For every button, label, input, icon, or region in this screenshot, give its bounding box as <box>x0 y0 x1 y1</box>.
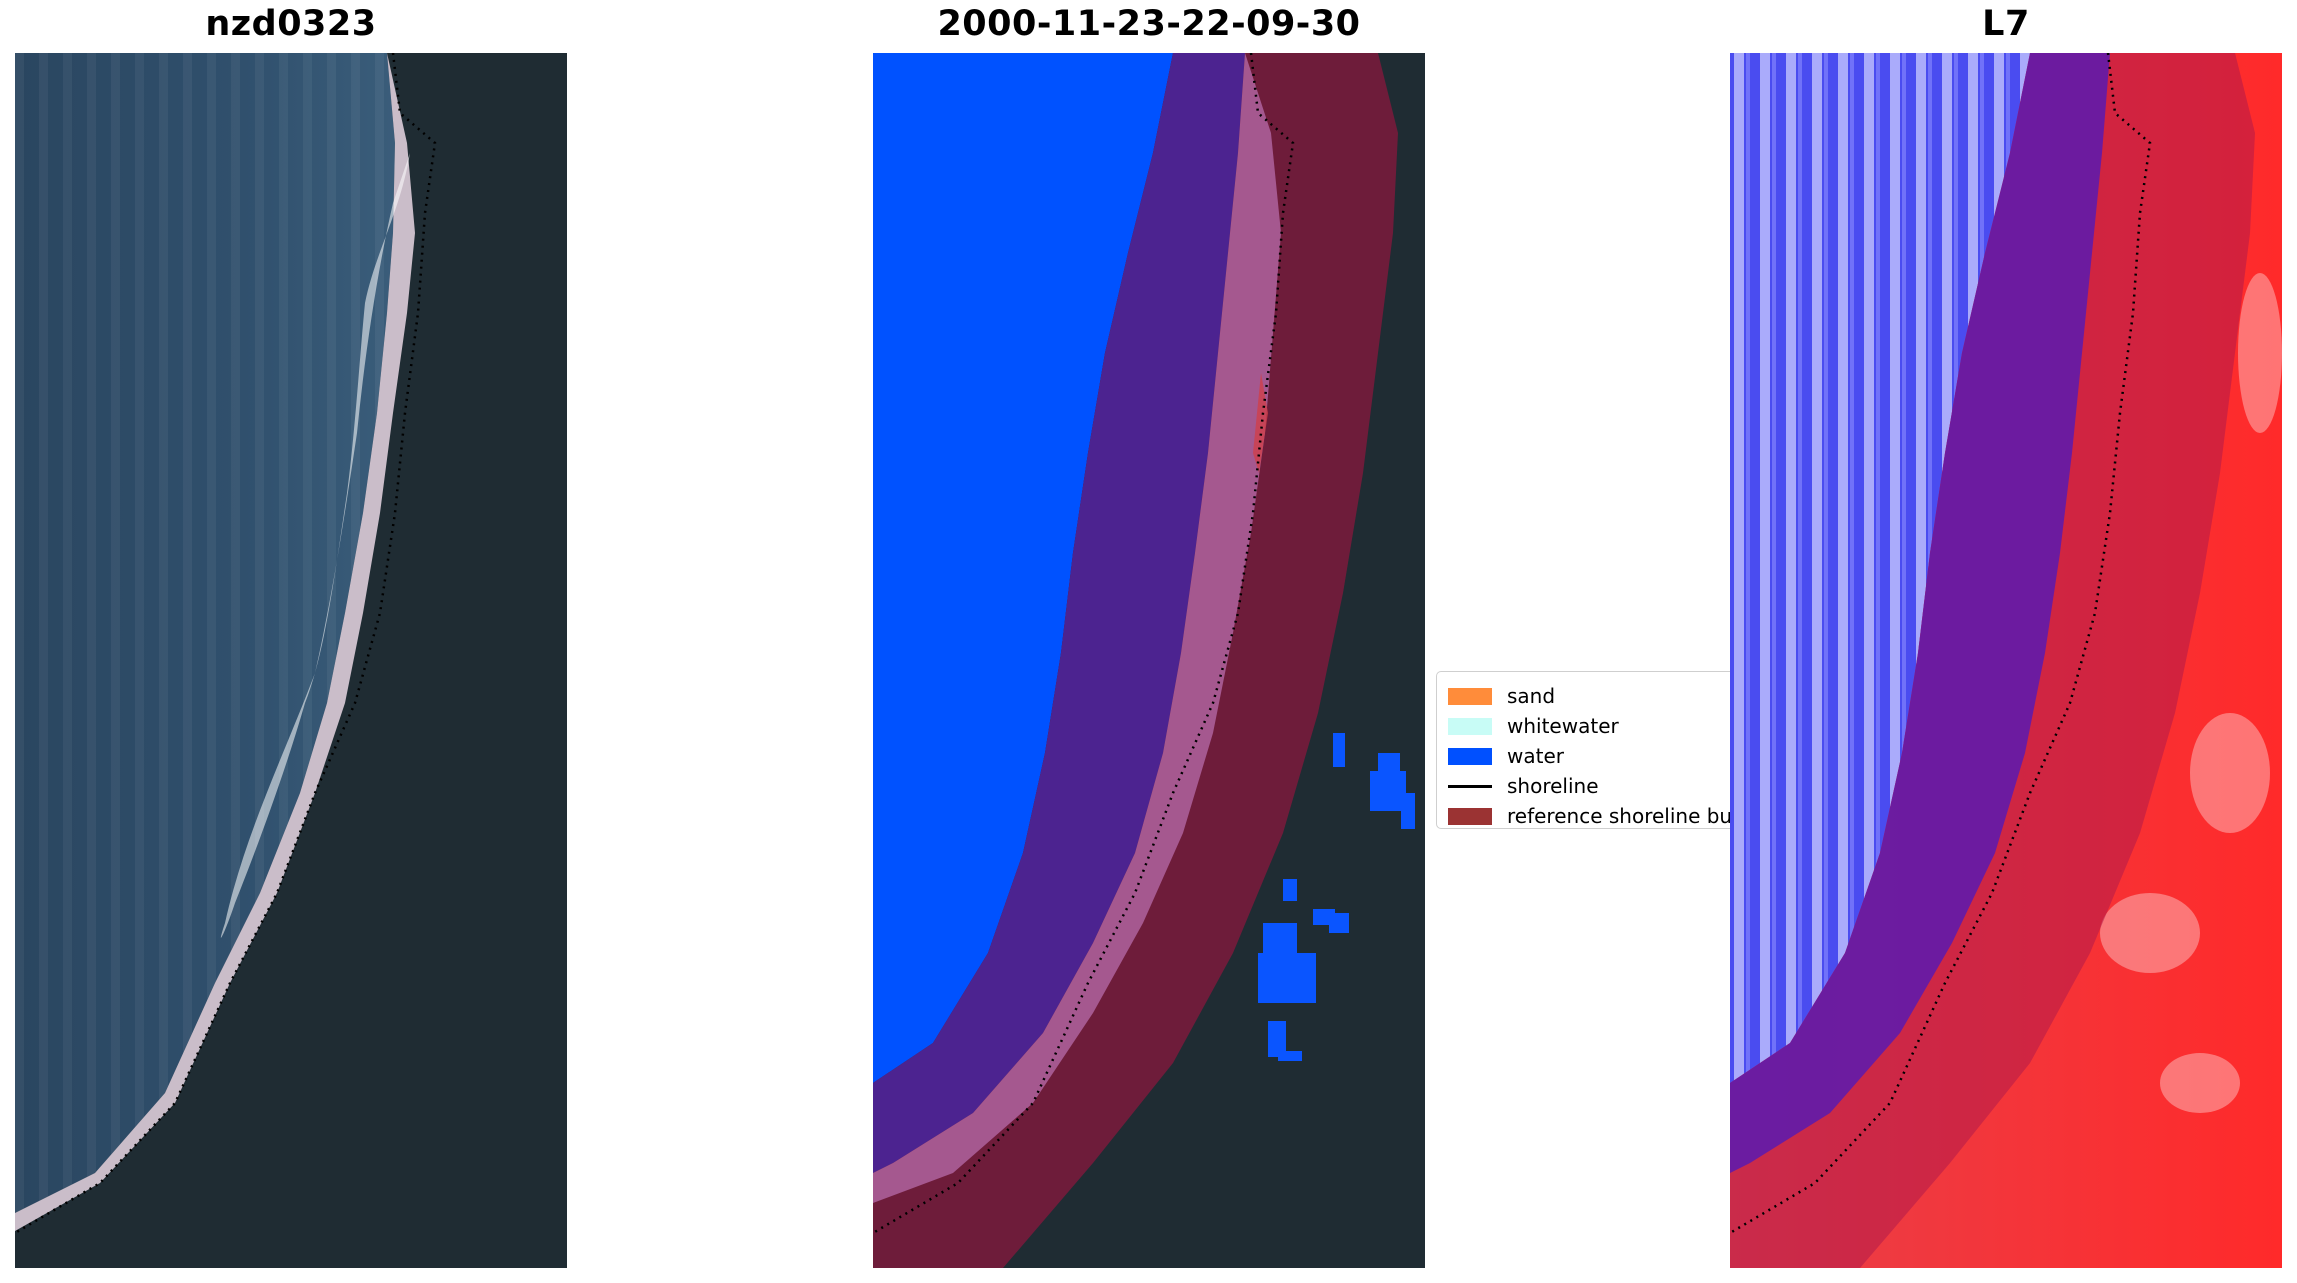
index-image <box>1730 53 2282 1268</box>
water-index-high-region <box>1730 53 2030 1083</box>
legend-item-sand: sand <box>1437 681 1555 711</box>
rgb-image <box>15 53 567 1268</box>
panel-title-rgb: nzd0323 <box>205 4 377 44</box>
classified-image <box>873 53 1425 1268</box>
legend-swatch-buffer <box>1448 807 1492 825</box>
inland-water-blobs <box>1258 733 1415 1061</box>
legend-swatch-water <box>1448 747 1492 765</box>
water-in-buffer <box>873 53 1245 1173</box>
index-image-panel <box>1730 53 2282 1268</box>
legend: sand whitewater water shoreline referenc… <box>1436 671 1736 829</box>
panel-title-classified: 2000-11-23-22-09-30 <box>937 4 1361 44</box>
legend-label-sand: sand <box>1507 684 1556 708</box>
legend-swatch-sand <box>1448 687 1492 705</box>
legend-item-water: water <box>1437 741 1564 771</box>
legend-item-buffer: reference shoreline buffer <box>1437 801 1736 828</box>
legend-line-shoreline <box>1448 784 1492 788</box>
legend-swatch-whitewater <box>1448 717 1492 735</box>
legend-item-whitewater: whitewater <box>1437 711 1619 741</box>
legend-label-whitewater: whitewater <box>1507 714 1619 738</box>
rgb-image-panel <box>15 53 567 1268</box>
legend-label-water: water <box>1507 744 1564 768</box>
legend-label-shoreline: shoreline <box>1507 774 1599 798</box>
legend-label-buffer: reference shoreline buffer <box>1507 804 1736 828</box>
legend-item-shoreline: shoreline <box>1437 771 1599 801</box>
water-class-region <box>873 53 1173 1083</box>
sand-class-region <box>873 53 1281 1203</box>
panel-title-index: L7 <box>1982 4 2030 44</box>
classified-image-panel <box>873 53 1425 1268</box>
